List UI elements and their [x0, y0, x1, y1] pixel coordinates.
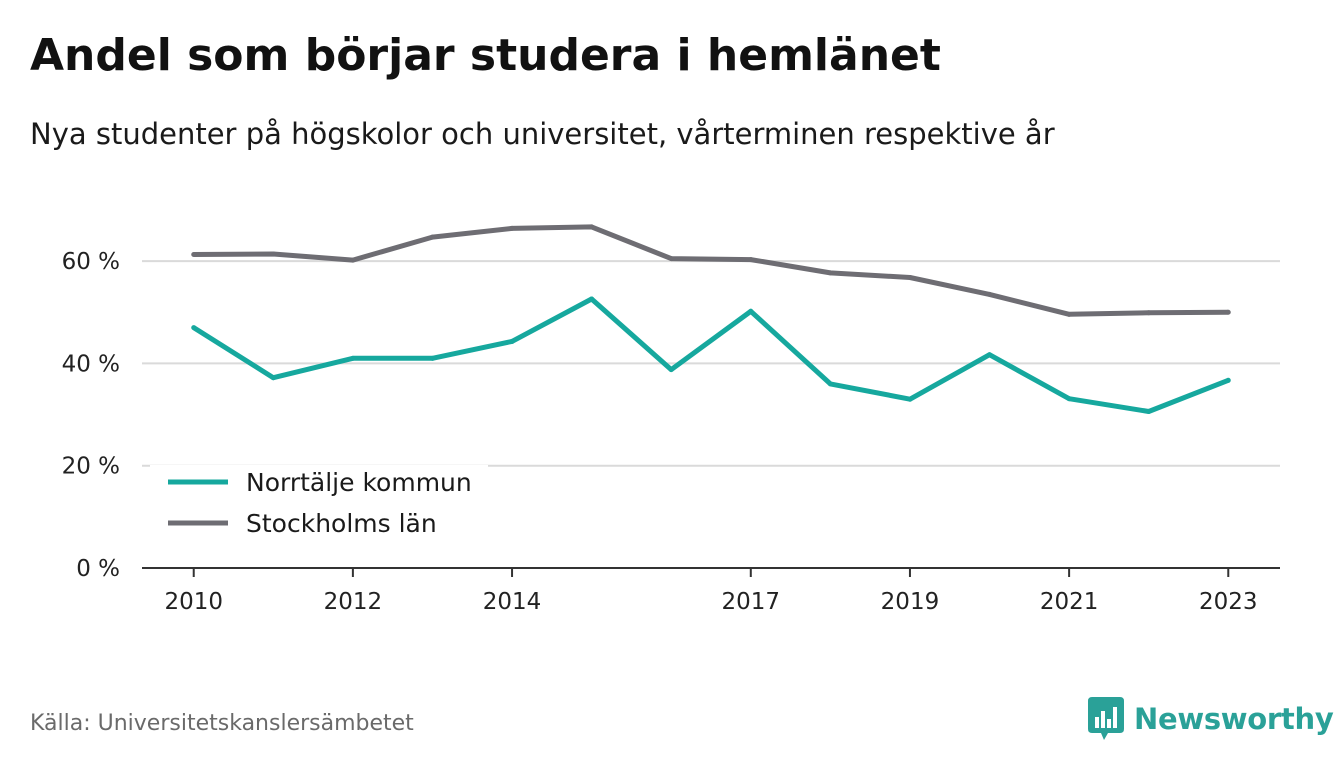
x-tick-label: 2021: [1040, 589, 1099, 615]
chart-title: Andel som börjar studera i hemlänet: [30, 30, 941, 81]
grid-lines: [142, 260, 1280, 467]
data-point: [668, 256, 674, 262]
x-tick-label: 2023: [1199, 589, 1258, 615]
data-point: [1225, 309, 1231, 315]
legend-label: Norrtälje kommun: [246, 468, 472, 497]
data-point: [668, 367, 674, 373]
data-point: [1066, 396, 1072, 402]
data-point: [429, 355, 435, 361]
data-point: [748, 257, 754, 263]
data-point: [270, 251, 276, 257]
data-point: [509, 225, 515, 231]
series-lines: [191, 224, 1231, 415]
data-point: [1146, 409, 1152, 415]
data-point: [907, 396, 913, 402]
data-point: [1225, 377, 1231, 383]
legend-label: Stockholms län: [246, 509, 437, 538]
data-point: [827, 270, 833, 276]
data-point: [429, 234, 435, 240]
data-point: [1146, 310, 1152, 316]
y-axis-labels: 0 % 20 % 40 % 60 %: [62, 249, 120, 582]
x-tick-label: 2010: [164, 589, 223, 615]
data-point: [350, 257, 356, 263]
data-point: [191, 325, 197, 331]
data-point: [748, 308, 754, 314]
data-point: [589, 296, 595, 302]
x-tick-label: 2014: [483, 589, 542, 615]
data-point: [987, 352, 993, 358]
data-point: [589, 224, 595, 230]
source-note: Källa: Universitetskanslersämbetet: [30, 711, 414, 736]
line-chart: 0 % 20 % 40 % 60 % 2010 2012 2014 2017 2019 2021…: [62, 224, 1280, 615]
data-point: [907, 275, 913, 281]
data-point: [827, 381, 833, 387]
y-tick-label: 60 %: [62, 249, 120, 275]
y-tick-label: 0 %: [76, 556, 120, 582]
data-point: [987, 291, 993, 297]
brand-logo: Newsworthy: [1088, 697, 1334, 741]
brand-name: Newsworthy: [1134, 702, 1334, 736]
data-point: [270, 375, 276, 381]
x-tick-label: 2017: [722, 589, 781, 615]
x-tick-label: 2012: [324, 589, 383, 615]
x-tick-label: 2019: [881, 589, 940, 615]
series-line: [193, 224, 1229, 317]
data-point: [509, 338, 515, 344]
data-point: [1066, 311, 1072, 317]
chart-subtitle: Nya studenter på högskolor och universit…: [30, 117, 1055, 151]
data-point: [191, 251, 197, 257]
bar-chart-speech-bubble-icon: [1088, 697, 1124, 740]
y-tick-label: 20 %: [62, 454, 120, 480]
x-axis: 2010 2012 2014 2017 2019 2021 2023: [142, 567, 1280, 615]
legend: Norrtälje kommun Stockholms län: [150, 465, 488, 552]
data-point: [350, 355, 356, 361]
y-tick-label: 40 %: [62, 351, 120, 377]
series-line: [192, 296, 1230, 414]
